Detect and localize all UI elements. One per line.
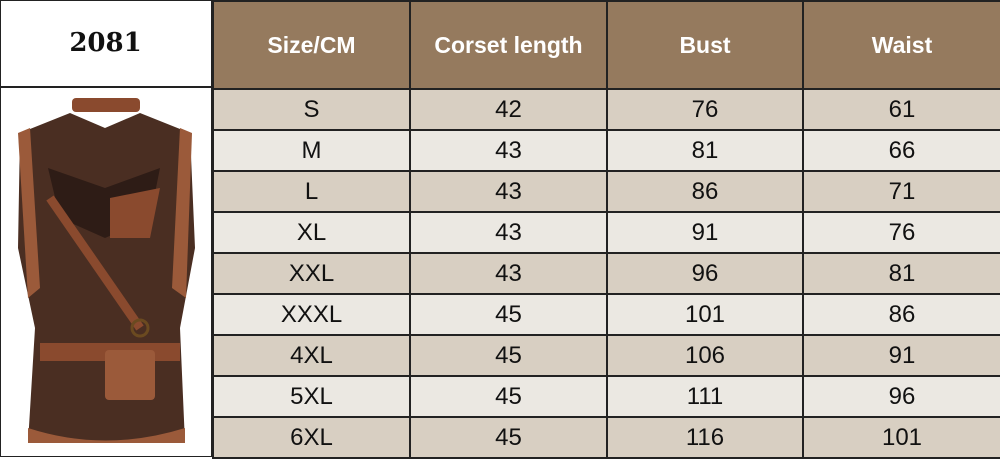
cell-waist: 96 (802, 375, 1000, 418)
table-row: M 43 81 66 (212, 129, 1000, 172)
cell-bust: 86 (606, 170, 804, 213)
table-row: S 42 76 61 (212, 88, 1000, 131)
table-row: 5XL 45 111 96 (212, 375, 1000, 418)
table-row: XXL 43 96 81 (212, 252, 1000, 295)
cell-corset-length: 43 (409, 129, 608, 172)
cell-waist: 81 (802, 252, 1000, 295)
cell-corset-length: 42 (409, 88, 608, 131)
cell-bust: 116 (606, 416, 804, 459)
cell-waist: 76 (802, 211, 1000, 254)
header-waist: Waist (802, 0, 1000, 90)
cell-corset-length: 45 (409, 334, 608, 377)
cell-bust: 91 (606, 211, 804, 254)
cell-bust: 106 (606, 334, 804, 377)
cell-size: 5XL (212, 375, 411, 418)
size-table: Size/CM Corset length Bust Waist S 42 76 61… (212, 0, 1000, 459)
cell-size: XXXL (212, 293, 411, 336)
cell-bust: 96 (606, 252, 804, 295)
cell-corset-length: 45 (409, 293, 608, 336)
product-image (0, 88, 213, 457)
cell-corset-length: 43 (409, 211, 608, 254)
table-row: 6XL 45 116 101 (212, 416, 1000, 459)
cell-corset-length: 45 (409, 375, 608, 418)
cell-size: S (212, 88, 411, 131)
table-row: 4XL 45 106 91 (212, 334, 1000, 377)
cell-size: M (212, 129, 411, 172)
cell-corset-length: 45 (409, 416, 608, 459)
cell-waist: 61 (802, 88, 1000, 131)
header-bust: Bust (606, 0, 804, 90)
header-corset-length: Corset length (409, 0, 608, 90)
table-row: XL 43 91 76 (212, 211, 1000, 254)
cell-waist: 71 (802, 170, 1000, 213)
cell-waist: 86 (802, 293, 1000, 336)
cell-size: 6XL (212, 416, 411, 459)
cell-bust: 111 (606, 375, 804, 418)
model-number: 2081 (0, 0, 213, 88)
table-row: XXXL 45 101 86 (212, 293, 1000, 336)
table-row: L 43 86 71 (212, 170, 1000, 213)
header-size: Size/CM (212, 0, 411, 90)
cell-waist: 66 (802, 129, 1000, 172)
cell-bust: 81 (606, 129, 804, 172)
cell-bust: 76 (606, 88, 804, 131)
cell-waist: 101 (802, 416, 1000, 459)
cell-corset-length: 43 (409, 170, 608, 213)
cell-size: L (212, 170, 411, 213)
cell-size: XL (212, 211, 411, 254)
header-row: Size/CM Corset length Bust Waist (212, 0, 1000, 90)
cell-bust: 101 (606, 293, 804, 336)
cell-size: XXL (212, 252, 411, 295)
cell-size: 4XL (212, 334, 411, 377)
cell-waist: 91 (802, 334, 1000, 377)
cell-corset-length: 43 (409, 252, 608, 295)
